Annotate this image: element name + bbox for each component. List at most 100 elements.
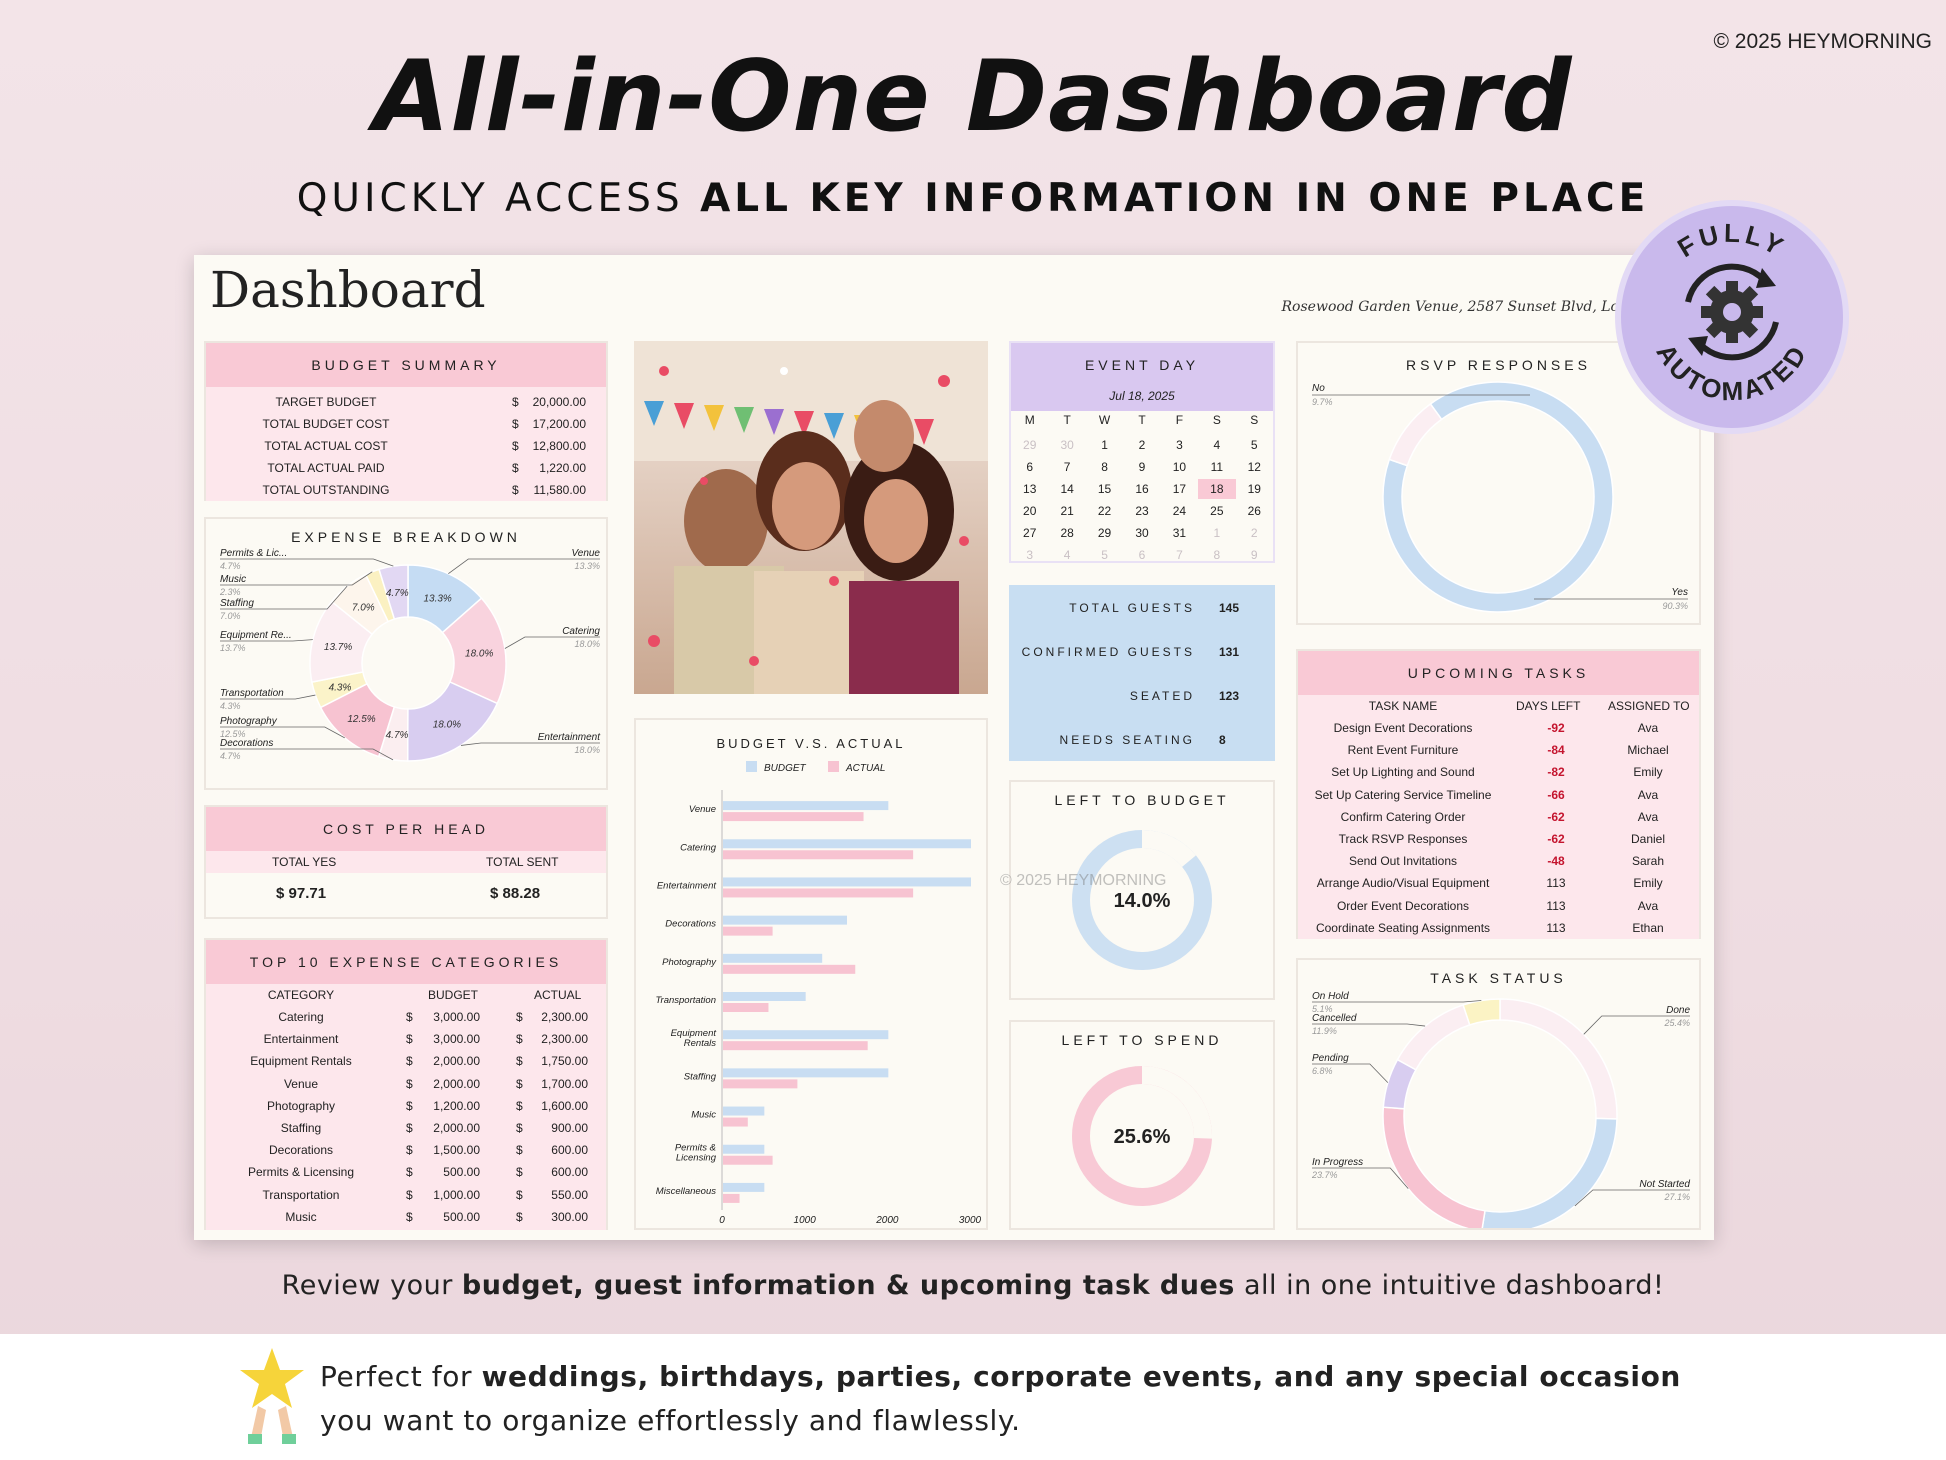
top10-actual-currency: $ <box>516 1165 523 1180</box>
event-date: Jul 18, 2025 <box>1109 389 1175 403</box>
calendar-day: 9 <box>1250 548 1258 562</box>
top10-actual-currency: $ <box>516 1010 523 1024</box>
task-assigned-to: Sarah <box>1631 854 1665 869</box>
budget-summary-label: TOTAL BUDGET COST <box>262 417 390 431</box>
tasks-header-days: DAYS LEFT <box>1516 699 1581 713</box>
status-legend-label: Done <box>1666 1005 1690 1016</box>
top10-panel: TOP 10 EXPENSE CATEGORIES CATEGORY BUDGET… <box>204 938 608 1230</box>
expense-legend-label: Equipment Re... <box>220 630 292 641</box>
top10-category: Permits & Licensing <box>247 1165 355 1180</box>
calendar-weekday: W <box>1098 413 1111 427</box>
status-legend-pct: 27.1% <box>1663 1192 1690 1202</box>
rsvp-legend-label: No <box>1312 383 1325 394</box>
expense-legend-label: Music <box>220 574 246 585</box>
top10-budget: 2,000.00 <box>433 1054 480 1069</box>
slice-in-progress <box>1382 1106 1486 1228</box>
category-label: Catering <box>680 842 717 853</box>
calendar-day: 30 <box>1060 438 1074 452</box>
bar-actual <box>723 812 864 822</box>
task-name: Set Up Lighting and Sound <box>1331 765 1475 780</box>
top10-actual: 300.00 <box>551 1209 588 1224</box>
expense-leader-line <box>460 742 600 746</box>
gauge-remaining <box>1142 830 1196 867</box>
top10-actual: 600.00 <box>551 1143 588 1158</box>
category-label: Transportation <box>655 995 716 1006</box>
bar-actual <box>723 926 773 936</box>
x-tick-label: 1000 <box>794 1215 817 1226</box>
task-name: Set Up Catering Service Timeline <box>1314 787 1492 802</box>
left-to-spend-value: 25.6% <box>1113 1126 1171 1148</box>
calendar-day: 31 <box>1172 526 1187 540</box>
top10-actual-currency: $ <box>516 1143 523 1158</box>
top10-actual: 1,750.00 <box>541 1054 588 1069</box>
slice-on-hold <box>1462 998 1501 1026</box>
legend-swatch <box>746 761 757 772</box>
top10-actual-currency: $ <box>516 1054 523 1069</box>
status-legend-label: Pending <box>1312 1053 1349 1064</box>
status-leader-line <box>1583 1015 1690 1035</box>
expense-inner-label: 18.0% <box>465 648 493 659</box>
top10-actual-currency: $ <box>516 1209 523 1224</box>
top10-budget: 2,000.00 <box>433 1076 480 1091</box>
category-label: Decorations <box>665 919 716 930</box>
calendar-day: 25 <box>1210 504 1224 518</box>
cost-per-head-title: COST PER HEAD <box>206 807 606 851</box>
calendar-day: 22 <box>1097 504 1112 518</box>
category-label: Staffing <box>684 1071 717 1082</box>
expense-legend-label: Transportation <box>220 688 284 699</box>
budget-summary-label: TOTAL ACTUAL COST <box>264 439 388 453</box>
x-tick-label: 3000 <box>959 1215 982 1226</box>
status-legend-pct: 5.1% <box>1312 1004 1333 1014</box>
top10-budget-currency: $ <box>406 1098 413 1113</box>
expense-inner-label: 4.3% <box>329 683 352 694</box>
bar-budget <box>723 839 971 849</box>
calendar-weekday: M <box>1024 413 1035 427</box>
bar-actual <box>723 888 914 898</box>
task-status-title: TASK STATUS <box>1430 970 1567 986</box>
top10-budget-currency: $ <box>406 1010 413 1024</box>
calendar-day: 14 <box>1060 482 1074 496</box>
category-label: Entertainment <box>657 880 717 891</box>
category-label: Venue <box>689 804 716 815</box>
bar-budget <box>723 877 971 887</box>
status-leader-line <box>1312 1167 1409 1189</box>
calendar-day: 8 <box>1213 548 1221 562</box>
task-days-left: -62 <box>1547 809 1565 824</box>
top10-budget: 3,000.00 <box>433 1032 480 1047</box>
calendar-day: 5 <box>1250 438 1258 452</box>
calendar-day: 11 <box>1210 460 1224 474</box>
expense-legend-label: Catering <box>562 626 600 637</box>
calendar-day: 3 <box>1176 438 1183 452</box>
top10-category: Equipment Rentals <box>250 1054 352 1069</box>
expense-inner-label: 7.0% <box>352 603 375 614</box>
status-leader-line <box>1312 1063 1389 1083</box>
expense-inner-label: 12.5% <box>347 714 375 725</box>
bar-budget <box>723 1144 765 1154</box>
budget-summary-panel: BUDGET SUMMARY TARGET BUDGET $20,000.00 TO… <box>204 341 608 501</box>
calendar-day: 24 <box>1172 504 1187 518</box>
bar-actual <box>723 1117 748 1127</box>
bar-budget <box>723 1106 765 1116</box>
category-label: Equipment <box>671 1028 717 1039</box>
calendar-day: 26 <box>1247 504 1261 518</box>
calendar-day: 29 <box>1023 438 1037 452</box>
calendar-day: 1 <box>1101 438 1108 452</box>
venue-address: Rosewood Garden Venue, 2587 Sunset Blvd,… <box>1281 299 1619 315</box>
status-legend-pct: 11.9% <box>1312 1026 1337 1036</box>
top10-header-budget: BUDGET <box>428 988 479 1002</box>
copyright-notice: © 2025 HEYMORNING <box>1713 30 1932 53</box>
top10-category: Music <box>285 1209 317 1224</box>
task-name: Track RSVP Responses <box>1338 832 1468 846</box>
left-to-spend-panel: LEFT TO SPEND 25.6% <box>1009 1020 1275 1230</box>
slice-cancelled <box>1396 1004 1471 1071</box>
left-to-budget-title: LEFT TO BUDGET <box>1054 792 1230 808</box>
guest-stat-value: 131 <box>1219 645 1240 659</box>
expense-leader-line <box>220 571 373 586</box>
status-legend-label: In Progress <box>1312 1157 1363 1168</box>
task-days-left: -84 <box>1547 743 1565 758</box>
top10-actual-currency: $ <box>516 1187 523 1202</box>
task-assigned-to: Ava <box>1637 809 1659 824</box>
review-caption: Review your budget, guest information & … <box>0 1270 1946 1301</box>
status-leader-line <box>1312 1023 1426 1027</box>
badge-bottom-text: AUTOMATED <box>1650 339 1810 407</box>
